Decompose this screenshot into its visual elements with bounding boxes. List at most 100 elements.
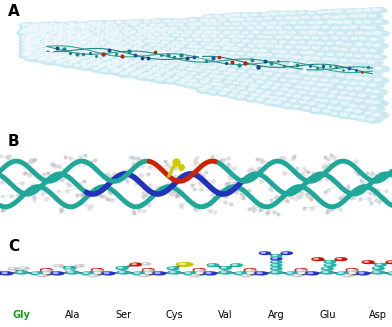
Circle shape <box>89 40 105 45</box>
Circle shape <box>117 57 123 59</box>
Circle shape <box>199 58 206 60</box>
Circle shape <box>293 17 299 19</box>
Circle shape <box>97 40 116 46</box>
Circle shape <box>37 56 55 62</box>
Circle shape <box>318 32 325 34</box>
Circle shape <box>55 36 73 42</box>
Circle shape <box>186 39 192 41</box>
Circle shape <box>239 13 256 19</box>
Circle shape <box>363 88 379 94</box>
Circle shape <box>26 41 33 43</box>
Circle shape <box>347 76 352 78</box>
Circle shape <box>294 36 301 39</box>
Circle shape <box>350 115 356 117</box>
Circle shape <box>42 46 62 52</box>
Circle shape <box>145 270 149 271</box>
Circle shape <box>196 270 200 271</box>
Circle shape <box>79 29 97 35</box>
Circle shape <box>243 48 249 50</box>
Circle shape <box>2 272 7 274</box>
Circle shape <box>32 41 50 47</box>
Circle shape <box>318 11 325 13</box>
Circle shape <box>322 68 329 71</box>
Circle shape <box>313 20 331 26</box>
Circle shape <box>386 261 392 264</box>
Circle shape <box>221 71 236 77</box>
Circle shape <box>96 38 102 40</box>
Circle shape <box>308 272 313 274</box>
Circle shape <box>293 56 300 59</box>
Circle shape <box>189 19 196 21</box>
Circle shape <box>70 61 76 63</box>
Circle shape <box>97 49 104 52</box>
Circle shape <box>68 27 75 29</box>
Circle shape <box>269 77 284 82</box>
Circle shape <box>41 23 48 26</box>
Circle shape <box>287 21 304 26</box>
Circle shape <box>332 26 338 29</box>
Circle shape <box>148 36 156 39</box>
Circle shape <box>145 66 151 68</box>
Circle shape <box>217 50 233 56</box>
Circle shape <box>51 41 57 43</box>
Circle shape <box>309 93 315 95</box>
Circle shape <box>225 59 245 65</box>
Circle shape <box>91 67 107 72</box>
Circle shape <box>150 24 156 26</box>
Circle shape <box>155 23 171 28</box>
Circle shape <box>164 58 183 64</box>
Circle shape <box>61 57 80 63</box>
Circle shape <box>95 53 112 59</box>
Circle shape <box>359 105 365 108</box>
Circle shape <box>253 41 260 43</box>
Circle shape <box>297 60 312 66</box>
Circle shape <box>72 59 79 61</box>
Circle shape <box>115 39 121 41</box>
Circle shape <box>303 107 309 109</box>
Circle shape <box>336 74 344 77</box>
Circle shape <box>64 58 72 60</box>
Circle shape <box>171 76 186 81</box>
Circle shape <box>316 83 324 86</box>
Circle shape <box>261 53 280 60</box>
Circle shape <box>257 62 264 65</box>
Circle shape <box>150 26 167 32</box>
Circle shape <box>107 44 114 47</box>
Circle shape <box>67 60 83 65</box>
Circle shape <box>176 24 183 26</box>
Circle shape <box>116 35 134 41</box>
Circle shape <box>205 23 212 25</box>
Circle shape <box>273 268 277 269</box>
Circle shape <box>329 112 344 116</box>
Circle shape <box>270 59 277 62</box>
Circle shape <box>321 271 334 274</box>
Circle shape <box>303 26 309 28</box>
Circle shape <box>136 40 142 42</box>
Circle shape <box>200 27 208 29</box>
Circle shape <box>327 21 335 23</box>
Circle shape <box>346 54 352 56</box>
Circle shape <box>316 21 323 24</box>
Text: Asp: Asp <box>369 310 387 320</box>
Circle shape <box>306 51 314 54</box>
Circle shape <box>27 49 34 51</box>
Circle shape <box>310 56 328 62</box>
Circle shape <box>61 47 80 53</box>
Circle shape <box>158 24 164 26</box>
Circle shape <box>356 65 361 68</box>
Circle shape <box>261 95 269 97</box>
Circle shape <box>303 87 310 89</box>
Circle shape <box>230 264 242 267</box>
Circle shape <box>40 57 47 60</box>
Circle shape <box>142 66 157 71</box>
Circle shape <box>290 21 297 24</box>
Circle shape <box>57 23 72 28</box>
Circle shape <box>90 28 108 35</box>
Circle shape <box>276 55 283 57</box>
Circle shape <box>130 49 136 51</box>
Circle shape <box>369 100 388 107</box>
Circle shape <box>156 43 171 49</box>
Circle shape <box>78 27 86 29</box>
Circle shape <box>317 98 336 105</box>
Circle shape <box>321 79 328 81</box>
